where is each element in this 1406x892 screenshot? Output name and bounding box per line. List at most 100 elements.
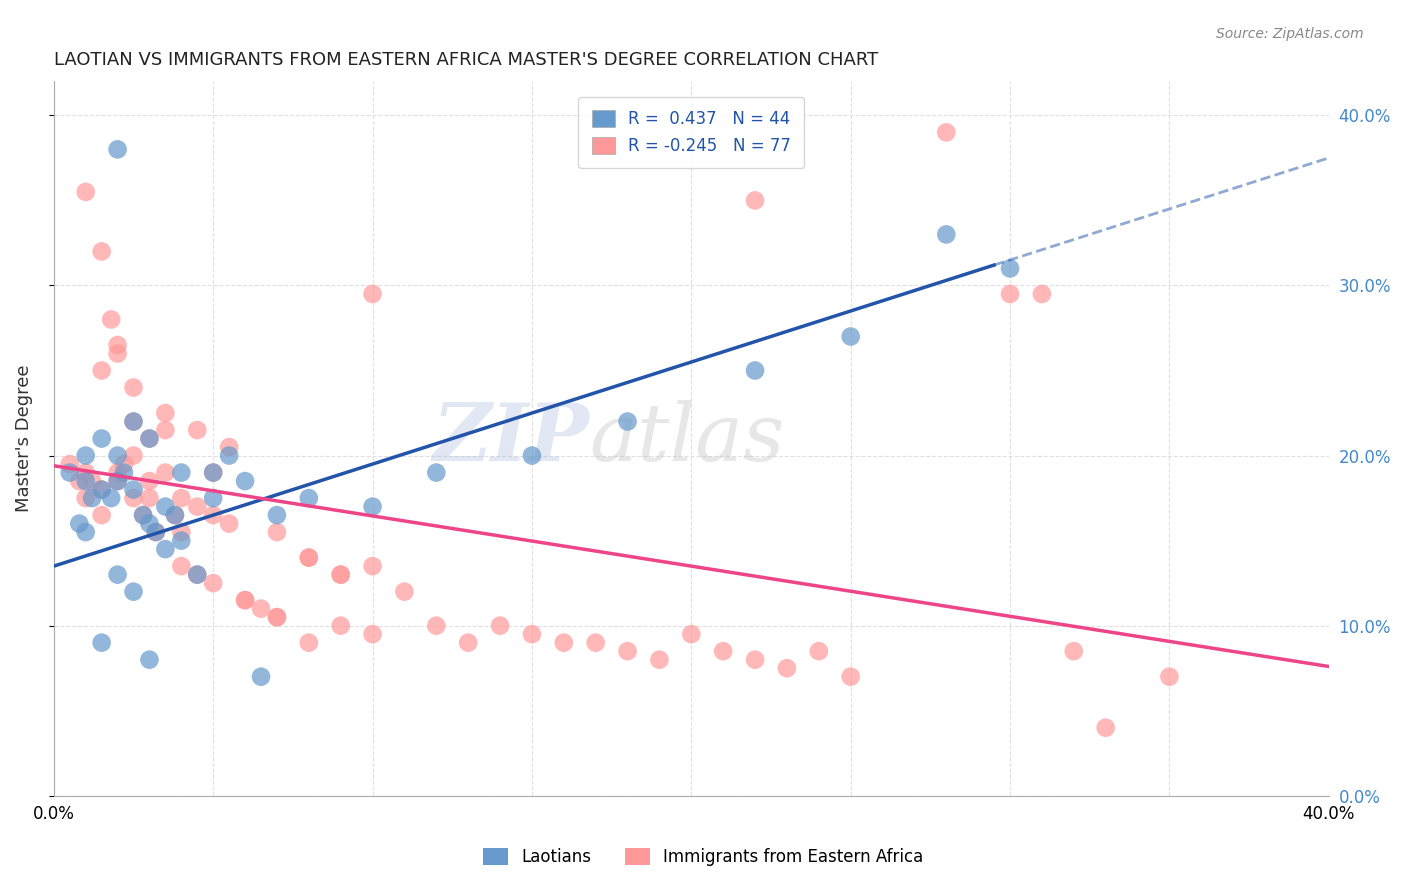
Point: [107, 346, 129, 360]
Point: [67, 516, 90, 531]
Point: [100, 312, 122, 326]
Point: [112, 457, 135, 471]
Point: [839, 329, 862, 343]
Text: ZIP: ZIP: [433, 400, 589, 477]
Point: [163, 508, 186, 522]
Point: [585, 635, 607, 649]
Point: [80, 474, 103, 488]
Point: [122, 415, 145, 429]
Point: [218, 516, 240, 531]
Point: [361, 627, 384, 641]
Point: [107, 466, 129, 480]
Point: [1094, 721, 1116, 735]
Point: [107, 338, 129, 352]
Point: [744, 653, 766, 667]
Point: [233, 593, 256, 607]
Point: [202, 466, 225, 480]
Point: [1063, 644, 1085, 658]
Point: [186, 423, 208, 437]
Text: Source: ZipAtlas.com: Source: ZipAtlas.com: [1216, 27, 1364, 41]
Point: [107, 567, 129, 582]
Point: [298, 550, 321, 565]
Legend: Laotians, Immigrants from Eastern Africa: Laotians, Immigrants from Eastern Africa: [470, 834, 936, 880]
Point: [100, 491, 122, 505]
Point: [394, 584, 416, 599]
Legend: R =  0.437   N = 44, R = -0.245   N = 77: R = 0.437 N = 44, R = -0.245 N = 77: [578, 97, 804, 169]
Point: [935, 125, 957, 139]
Point: [90, 244, 112, 259]
Point: [59, 457, 82, 471]
Point: [218, 440, 240, 454]
Point: [266, 610, 288, 624]
Point: [329, 618, 352, 632]
Point: [266, 525, 288, 540]
Point: [122, 584, 145, 599]
Point: [218, 449, 240, 463]
Point: [648, 653, 671, 667]
Point: [90, 635, 112, 649]
Point: [138, 474, 160, 488]
Point: [170, 491, 193, 505]
Point: [122, 380, 145, 394]
Point: [145, 525, 167, 540]
Point: [553, 635, 575, 649]
Point: [75, 525, 97, 540]
Point: [138, 432, 160, 446]
Point: [776, 661, 799, 675]
Point: [107, 142, 129, 156]
Point: [90, 508, 112, 522]
Point: [90, 483, 112, 497]
Point: [250, 670, 273, 684]
Point: [329, 567, 352, 582]
Point: [616, 644, 638, 658]
Point: [170, 533, 193, 548]
Point: [839, 670, 862, 684]
Point: [250, 601, 273, 615]
Point: [425, 618, 447, 632]
Point: [90, 363, 112, 377]
Point: [132, 508, 155, 522]
Point: [457, 635, 479, 649]
Point: [744, 363, 766, 377]
Point: [122, 449, 145, 463]
Point: [998, 261, 1021, 276]
Point: [425, 466, 447, 480]
Point: [1031, 287, 1053, 301]
Point: [107, 474, 129, 488]
Point: [107, 474, 129, 488]
Point: [186, 567, 208, 582]
Point: [170, 559, 193, 574]
Point: [298, 635, 321, 649]
Point: [155, 406, 177, 420]
Point: [155, 423, 177, 437]
Point: [80, 491, 103, 505]
Point: [520, 449, 543, 463]
Point: [1159, 670, 1181, 684]
Point: [75, 474, 97, 488]
Point: [75, 466, 97, 480]
Point: [155, 500, 177, 514]
Point: [90, 483, 112, 497]
Point: [145, 525, 167, 540]
Point: [329, 567, 352, 582]
Point: [59, 466, 82, 480]
Point: [744, 194, 766, 208]
Point: [202, 508, 225, 522]
Text: LAOTIAN VS IMMIGRANTS FROM EASTERN AFRICA MASTER'S DEGREE CORRELATION CHART: LAOTIAN VS IMMIGRANTS FROM EASTERN AFRIC…: [53, 51, 879, 69]
Point: [202, 466, 225, 480]
Point: [122, 415, 145, 429]
Point: [711, 644, 734, 658]
Point: [681, 627, 703, 641]
Point: [132, 508, 155, 522]
Point: [202, 491, 225, 505]
Point: [202, 576, 225, 591]
Point: [298, 550, 321, 565]
Y-axis label: Master's Degree: Master's Degree: [15, 365, 32, 512]
Point: [266, 610, 288, 624]
Point: [616, 415, 638, 429]
Point: [138, 491, 160, 505]
Point: [807, 644, 830, 658]
Point: [998, 287, 1021, 301]
Point: [186, 567, 208, 582]
Point: [361, 500, 384, 514]
